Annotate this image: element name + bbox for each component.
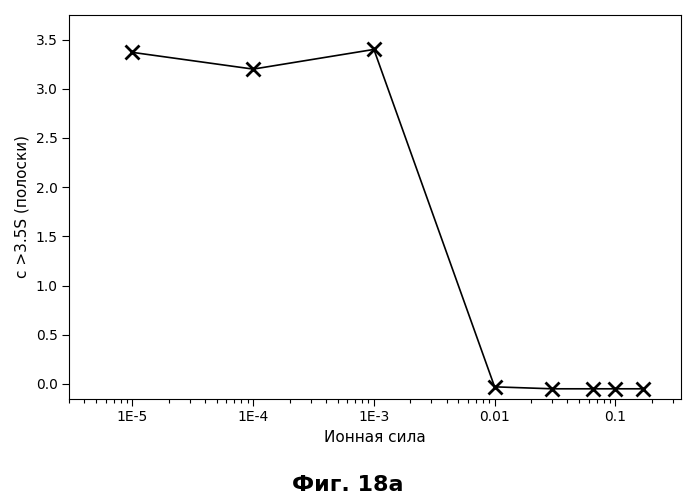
Text: Фиг. 18а: Фиг. 18а (292, 475, 404, 495)
Y-axis label: с >3.5S (полоски): с >3.5S (полоски) (15, 136, 30, 278)
X-axis label: Ионная сила: Ионная сила (324, 430, 426, 445)
